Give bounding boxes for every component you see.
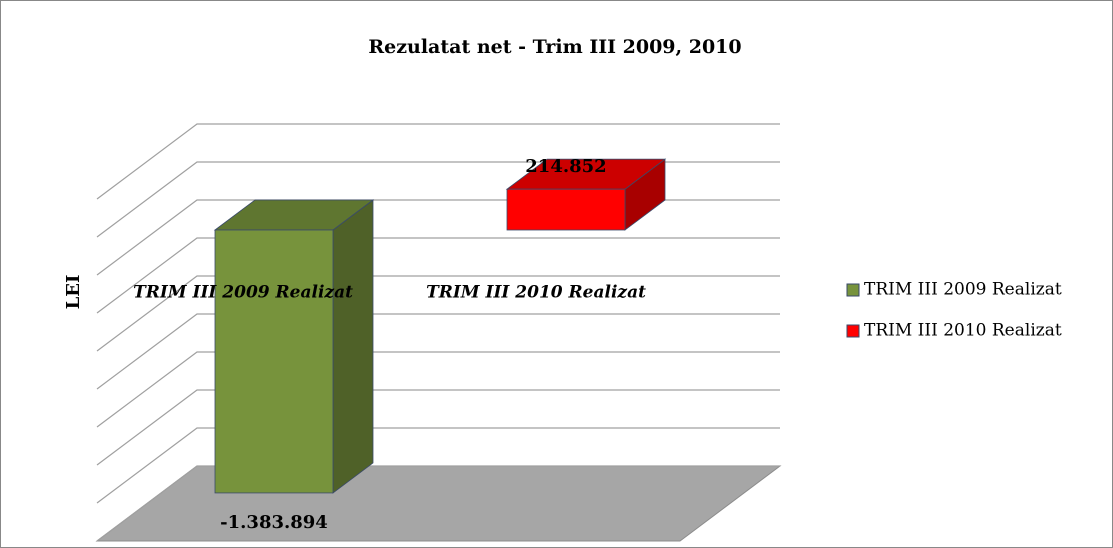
bar <box>506 188 626 231</box>
grid-line <box>96 313 780 390</box>
grid-line <box>96 389 780 466</box>
grid-line <box>96 237 780 314</box>
category-label: TRIM III 2010 Realizat <box>426 283 646 303</box>
category-label: TRIM III 2009 Realizat <box>133 283 353 303</box>
legend-label: TRIM III 2009 Realizat <box>864 280 1062 300</box>
y-axis-label: LEI <box>63 275 84 310</box>
data-label: -1.383.894 <box>220 512 328 533</box>
bar-side <box>332 199 374 494</box>
legend-label: TRIM III 2010 Realizat <box>864 321 1062 341</box>
grid-line <box>96 351 780 428</box>
floor <box>95 465 782 542</box>
grid-line <box>96 275 780 352</box>
chart-title: Rezulatat net - Trim III 2009, 2010 <box>368 36 741 58</box>
legend-swatch <box>846 324 860 338</box>
grid-line <box>96 465 780 542</box>
data-label: 214.852 <box>525 156 606 177</box>
grid-line <box>96 427 780 504</box>
legend-swatch <box>846 283 860 297</box>
bar <box>214 229 334 494</box>
grid-line <box>96 123 780 200</box>
